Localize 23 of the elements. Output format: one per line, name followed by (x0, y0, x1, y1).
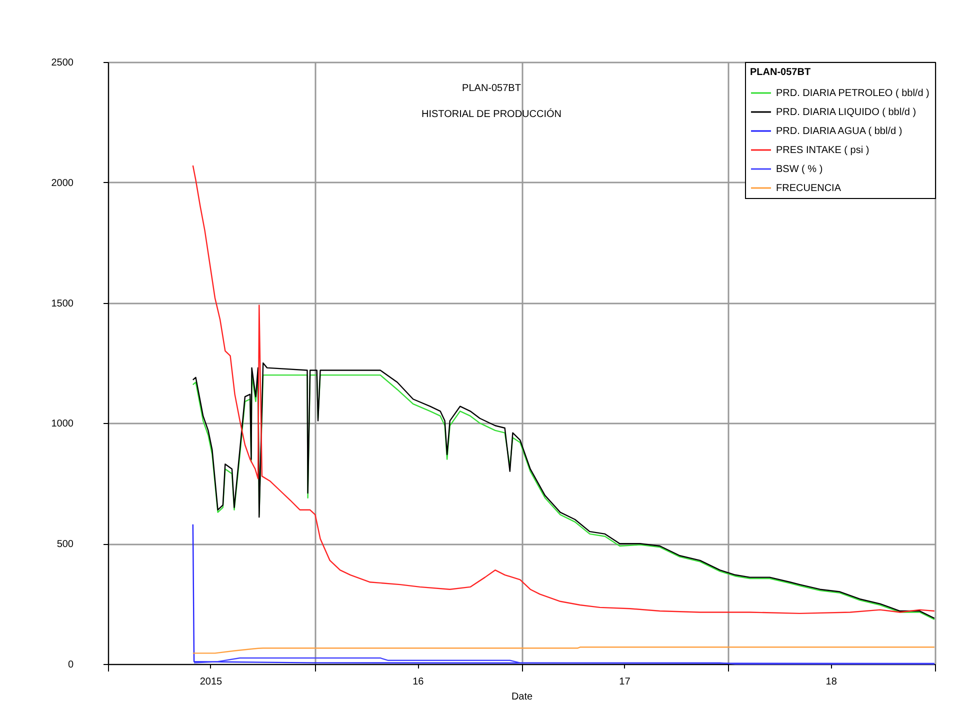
text: PLAN-057BT (462, 83, 521, 94)
text: HISTORIAL DE PRODUCCIÓN (421, 108, 562, 120)
y-tick-label: 1000 (51, 418, 74, 430)
line-series (192, 164, 936, 614)
line-series (193, 657, 936, 665)
x-tick-label: 2015 (200, 676, 223, 688)
legend-label: BSW ( % ) (776, 164, 823, 175)
legend-label: PRES INTAKE ( psi ) (776, 145, 870, 156)
legend-label: PRD. DIARIA LIQUIDO ( bbl/d ) (776, 107, 916, 118)
legend-label: FRECUENCIA (776, 183, 842, 194)
x-tick-label: 16 (412, 676, 424, 688)
y-tick-label: 500 (56, 539, 74, 550)
y-tick-label: 1500 (51, 298, 74, 310)
legend-label: PRD. DIARIA PETROLEO ( bbl/d ) (776, 88, 930, 99)
y-tick-label: 2500 (51, 58, 74, 68)
x-tick-label: 17 (619, 676, 631, 688)
y-tick-label: 2000 (51, 178, 74, 189)
legend-label: PRD. DIARIA AGUA ( bbl/d ) (776, 126, 902, 137)
legend-title: PLAN-057BT (750, 67, 811, 78)
y-tick-label: 0 (68, 660, 74, 670)
x-tick-label: 18 (826, 676, 838, 688)
x-axis-title: Date (511, 692, 533, 702)
line-series (192, 646, 936, 654)
